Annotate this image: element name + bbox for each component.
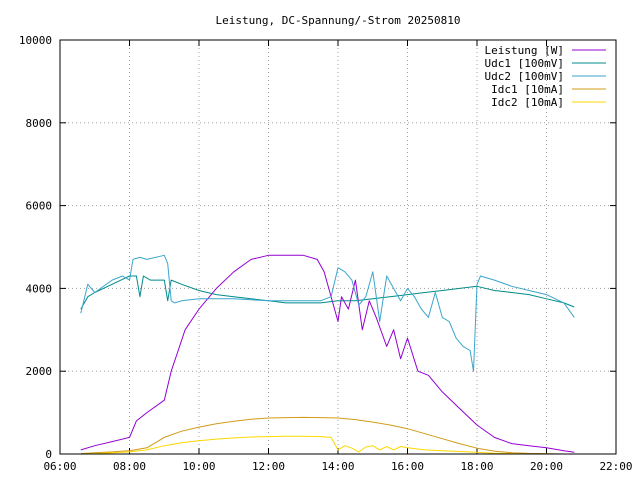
chart-title: Leistung, DC-Spannung/-Strom 20250810	[215, 14, 460, 27]
y-tick-label: 4000	[26, 282, 53, 295]
series-line-4	[80, 416, 564, 455]
x-tick-label: 22:00	[599, 460, 632, 473]
x-tick-label: 20:00	[530, 460, 563, 473]
legend-label: Idc2 [10mA]	[491, 96, 564, 109]
x-tick-label: 16:00	[391, 460, 424, 473]
plot-frame	[59, 39, 617, 455]
series-line-3	[80, 254, 575, 372]
y-tick-label: 8000	[26, 117, 53, 130]
legend-label: Udc2 [100mV]	[485, 70, 564, 83]
x-tick-label: 14:00	[321, 460, 354, 473]
x-tick-label: 06:00	[43, 460, 76, 473]
series-line-5	[80, 435, 530, 455]
plot-lines	[80, 254, 575, 455]
y-tick-label: 2000	[26, 365, 53, 378]
y-tick-label: 0	[45, 448, 52, 461]
legend-label: Idc1 [10mA]	[491, 83, 564, 96]
series-line-1	[80, 254, 575, 453]
legend-label: Leistung [W]	[485, 44, 564, 57]
x-tick-label: 08:00	[113, 460, 146, 473]
x-tick-label: 12:00	[252, 460, 285, 473]
x-tick-label: 10:00	[182, 460, 215, 473]
y-tick-label: 10000	[19, 34, 52, 47]
ticks: 06:00 08:00 10:00 12:00 14:00 16:00 18:00 20:00…	[19, 34, 633, 473]
legend: Leistung [W]Udc1 [100mV]Udc2 [100mV]Idc1…	[485, 44, 606, 109]
y-tick-label: 6000	[26, 200, 53, 213]
x-tick-label: 18:00	[460, 460, 493, 473]
grid	[60, 40, 616, 454]
legend-label: Udc1 [100mV]	[485, 57, 564, 70]
series-line-2	[80, 275, 575, 310]
